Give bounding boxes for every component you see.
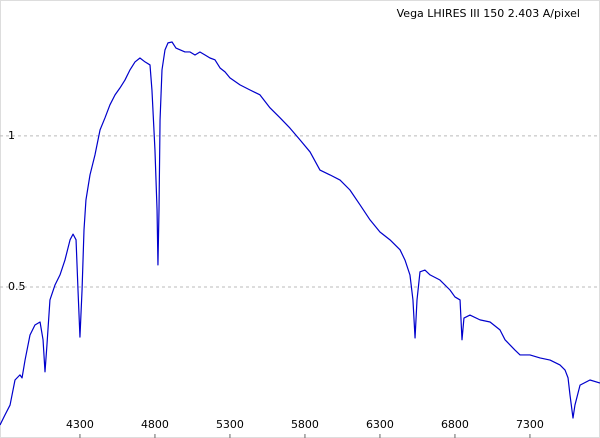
x-tick-label: 4300	[66, 418, 94, 431]
spectrum-line	[0, 41, 600, 426]
x-tick-label: 5800	[291, 418, 319, 431]
x-tick-label: 6800	[441, 418, 469, 431]
x-tick-label: 4800	[141, 418, 169, 431]
y-tick-label: 1	[8, 129, 15, 142]
x-tick-label: 6300	[366, 418, 394, 431]
y-tick-label: 0.5	[8, 280, 26, 293]
x-tick-label: 5300	[216, 418, 244, 431]
chart-title: Vega LHIRES III 150 2.403 A/pixel	[397, 7, 580, 20]
x-tick-label: 7300	[516, 418, 544, 431]
